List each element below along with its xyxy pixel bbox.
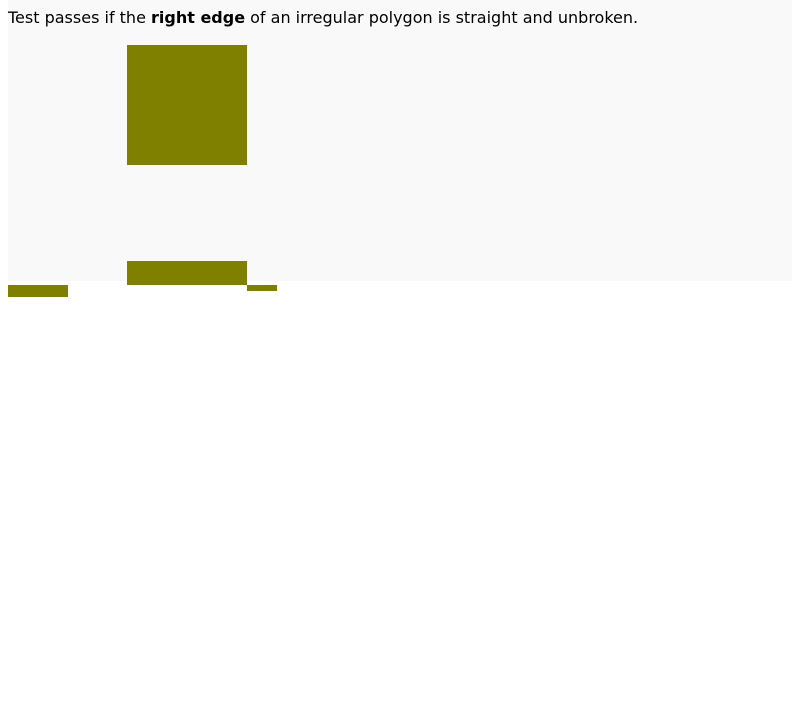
polygon-right-segment	[247, 285, 277, 291]
polygon-square-block	[127, 45, 247, 165]
test-area	[8, 0, 792, 281]
polygon-lower-bar	[127, 261, 247, 285]
polygon-left-segment	[8, 285, 68, 297]
instruction-emphasis: right edge	[151, 8, 246, 27]
instruction-suffix: of an irregular polygon is straight and …	[245, 8, 639, 27]
instruction-prefix: Test passes if the	[8, 8, 151, 27]
instruction-text: Test passes if the right edge of an irre…	[8, 8, 638, 28]
